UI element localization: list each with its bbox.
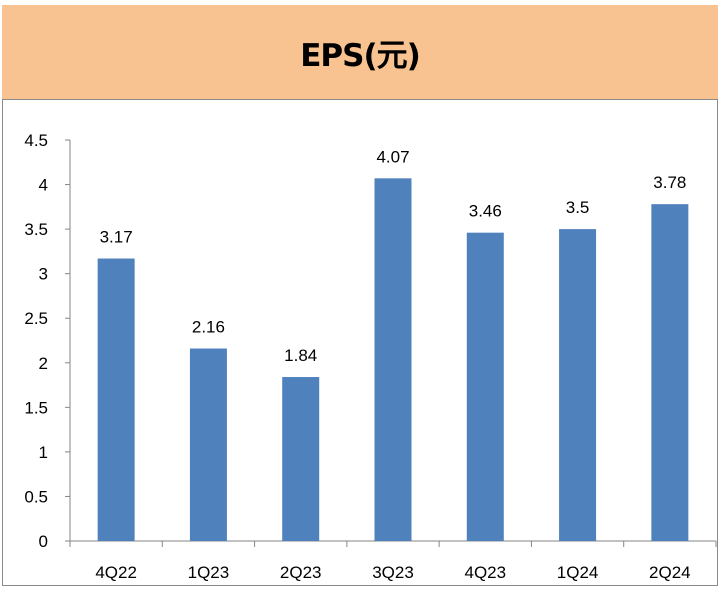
data-label: 1.84 xyxy=(284,346,317,365)
data-label: 4.07 xyxy=(376,147,409,166)
x-tick-label: 4Q23 xyxy=(464,563,506,582)
y-tick-label: 3 xyxy=(39,265,48,284)
y-tick-label: 3.5 xyxy=(24,220,48,239)
x-tick-label: 1Q24 xyxy=(557,563,599,582)
bar-4q22 xyxy=(97,258,135,541)
data-label: 3.5 xyxy=(566,198,590,217)
y-tick-label: 4 xyxy=(39,176,48,195)
bar-2q23 xyxy=(282,377,320,541)
bar-4q23 xyxy=(466,232,504,542)
bar-1q23 xyxy=(189,348,227,541)
x-tick-label: 2Q23 xyxy=(280,563,322,582)
y-tick-label: 2.5 xyxy=(24,309,48,328)
chart-title: EPS(元) xyxy=(300,37,421,74)
y-tick-label: 1.5 xyxy=(24,398,48,417)
data-label: 3.17 xyxy=(100,228,133,247)
x-tick-label: 1Q23 xyxy=(188,563,230,582)
bar-2q24 xyxy=(651,204,689,541)
y-tick-label: 0 xyxy=(39,532,48,551)
y-tick-label: 0.5 xyxy=(24,487,48,506)
y-tick-label: 4.5 xyxy=(24,131,48,150)
data-label: 2.16 xyxy=(192,318,225,337)
x-tick-label: 3Q23 xyxy=(372,563,414,582)
bar-3q23 xyxy=(374,178,412,541)
data-label: 3.46 xyxy=(469,202,502,221)
data-label: 3.78 xyxy=(653,173,686,192)
y-tick-label: 1 xyxy=(39,443,48,462)
bar-1q24 xyxy=(559,229,597,541)
x-tick-label: 4Q22 xyxy=(95,563,137,582)
x-tick-label: 2Q24 xyxy=(649,563,691,582)
chart-title-banner: EPS(元) xyxy=(2,5,718,99)
y-tick-label: 2 xyxy=(39,354,48,373)
